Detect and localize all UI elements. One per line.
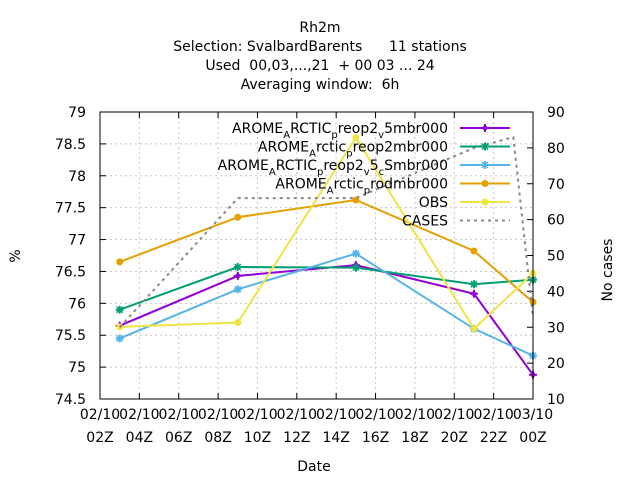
- data-point-arome-arctic-preop2-v-5mbr000: [469, 289, 478, 298]
- legend-marker: [481, 124, 489, 132]
- x-tick-label-hour: 04Z: [126, 430, 153, 446]
- y-tick-label: 76: [68, 296, 86, 312]
- data-point-arome-arctic-preop2-v-5-c-smbr000: [233, 285, 242, 294]
- legend: AROMEARCTICpreop2v5mbr000AROMEArcticpreo…: [218, 121, 510, 230]
- legend-marker: [481, 180, 489, 187]
- data-point-arome-arctic-preop2mbr000: [351, 263, 360, 272]
- y-axis-label: %: [8, 249, 24, 262]
- x-axis-label: Date: [297, 459, 330, 475]
- y-tick-label: 78.5: [55, 137, 86, 153]
- x-tick-label-date: 02/10: [277, 407, 317, 423]
- legend-marker: [481, 161, 489, 169]
- data-point-arome-arctic-prodmbr000: [116, 258, 124, 266]
- y2-axis-label: No cases: [600, 239, 616, 302]
- x-axis: 02/10 02Z 02/10 04Z 02/10 06Z 02/10 08Z 02/10 10Z…: [80, 112, 553, 446]
- title-line: Rh2m: [299, 20, 340, 36]
- x-tick-label-hour: 12Z: [283, 430, 310, 446]
- legend-label: AROMEARCTICpreop2v5cSmbr000: [218, 158, 448, 178]
- y2-axis: 10 20 30 40 50 60 70 80 90: [527, 105, 565, 408]
- y-tick-label: 78: [68, 169, 86, 185]
- data-point-arome-arctic-prodmbr000: [470, 247, 478, 255]
- y2-tick-label: 70: [547, 177, 565, 193]
- legend-marker: [481, 198, 489, 206]
- data-point-arome-arctic-preop2-v-5-c-smbr000: [351, 249, 360, 258]
- y-tick-label: 74.5: [55, 392, 86, 408]
- legend-marker: [481, 142, 489, 151]
- legend-label: AROMEARCTICpreop2v5mbr000: [232, 121, 448, 141]
- y2-tick-label: 90: [547, 105, 565, 121]
- data-point-arome-arctic-preop2-v-5-c-smbr000: [115, 334, 124, 343]
- x-tick-label-hour: 14Z: [322, 430, 349, 446]
- y2-tick-label: 60: [547, 213, 565, 229]
- y-tick-label: 75: [68, 360, 86, 376]
- y-axis: 74.5 75 75.5 76 76.5 77 77.5 78 78.5 79: [55, 105, 106, 408]
- x-tick-label-date: 02/10: [119, 407, 159, 423]
- data-point-arome-arctic-preop2mbr000: [233, 262, 242, 271]
- y-tick-label: 77.5: [55, 201, 86, 217]
- y2-tick-label: 80: [547, 141, 565, 157]
- chart-title: Rh2m Selection: SvalbardBarents 11 statio…: [173, 20, 467, 93]
- x-tick-label-hour: 02Z: [86, 430, 113, 446]
- legend-item-obs: OBS: [419, 195, 510, 211]
- x-tick-label-date: 02/10: [395, 407, 435, 423]
- data-point-obs: [234, 318, 242, 326]
- x-tick-label-hour: 22Z: [480, 430, 507, 446]
- data-point-arome-arctic-preop2mbr000: [115, 305, 124, 314]
- y2-tick-label: 20: [547, 356, 565, 372]
- y2-tick-label: 40: [547, 284, 565, 300]
- x-tick-label-date: 02/10: [80, 407, 120, 423]
- data-point-arome-arctic-preop2mbr000: [469, 280, 478, 289]
- x-tick-label-hour: 00Z: [519, 430, 546, 446]
- x-tick-label-hour: 06Z: [165, 430, 192, 446]
- x-tick-label-date: 02/10: [316, 407, 356, 423]
- y2-tick-label: 10: [547, 392, 565, 408]
- y2-tick-label: 50: [547, 249, 565, 265]
- data-point-obs: [470, 325, 478, 333]
- title-line: Averaging window: 6h: [241, 77, 400, 93]
- x-tick-label-hour: 16Z: [362, 430, 389, 446]
- legend-label: CASES: [402, 214, 448, 230]
- x-tick-label-hour: 20Z: [441, 430, 468, 446]
- series-layer: [115, 134, 537, 379]
- y-tick-label: 77: [68, 233, 86, 249]
- series-line-arome-arctic-preop2-v-5-c-smbr000: [119, 252, 534, 357]
- x-tick-label-date: 02/10: [473, 407, 513, 423]
- legend-label: OBS: [419, 195, 448, 211]
- x-tick-label-date: 02/10: [198, 407, 238, 423]
- x-tick-label-date: 02/10: [237, 407, 277, 423]
- title-line: Used 00,03,...,21 + 00 03 ... 24: [205, 58, 434, 74]
- legend-label: AROMEArcticpreop2mbr000: [258, 140, 448, 160]
- y-tick-label: 76.5: [55, 264, 86, 280]
- legend-label: AROMEArcticprodmbr000: [275, 177, 448, 197]
- x-tick-label-date: 03/10: [513, 407, 553, 423]
- data-point-obs: [352, 134, 360, 142]
- x-tick-label-date: 02/10: [434, 407, 474, 423]
- plot-frame: [99, 111, 534, 400]
- x-tick-label-hour: 08Z: [204, 430, 231, 446]
- y2-tick-label: 30: [547, 320, 565, 336]
- legend-item-arome-arctic-preop2-v-5-c-smbr000: AROMEARCTICpreop2v5cSmbr000: [218, 158, 510, 178]
- x-tick-label-date: 02/10: [355, 407, 395, 423]
- y-tick-label: 79: [68, 105, 86, 121]
- series-line-cases: [118, 135, 534, 328]
- x-tick-label-hour: 10Z: [244, 430, 271, 446]
- legend-item-cases: CASES: [402, 214, 510, 230]
- x-tick-label-hour: 18Z: [401, 430, 428, 446]
- legend-item-arome-arctic-preop2mbr000: AROMEArcticpreop2mbr000: [258, 140, 510, 160]
- legend-item-arome-arctic-prodmbr000: AROMEArcticprodmbr000: [275, 177, 510, 197]
- legend-item-arome-arctic-preop2-v-5mbr000: AROMEARCTICpreop2v5mbr000: [232, 121, 510, 141]
- title-line: Selection: SvalbardBarents 11 stations: [173, 39, 467, 55]
- x-tick-label-date: 02/10: [159, 407, 199, 423]
- y-tick-label: 75.5: [55, 328, 86, 344]
- data-point-arome-arctic-preop2-v-5mbr000: [233, 271, 242, 280]
- data-point-arome-arctic-prodmbr000: [234, 213, 242, 221]
